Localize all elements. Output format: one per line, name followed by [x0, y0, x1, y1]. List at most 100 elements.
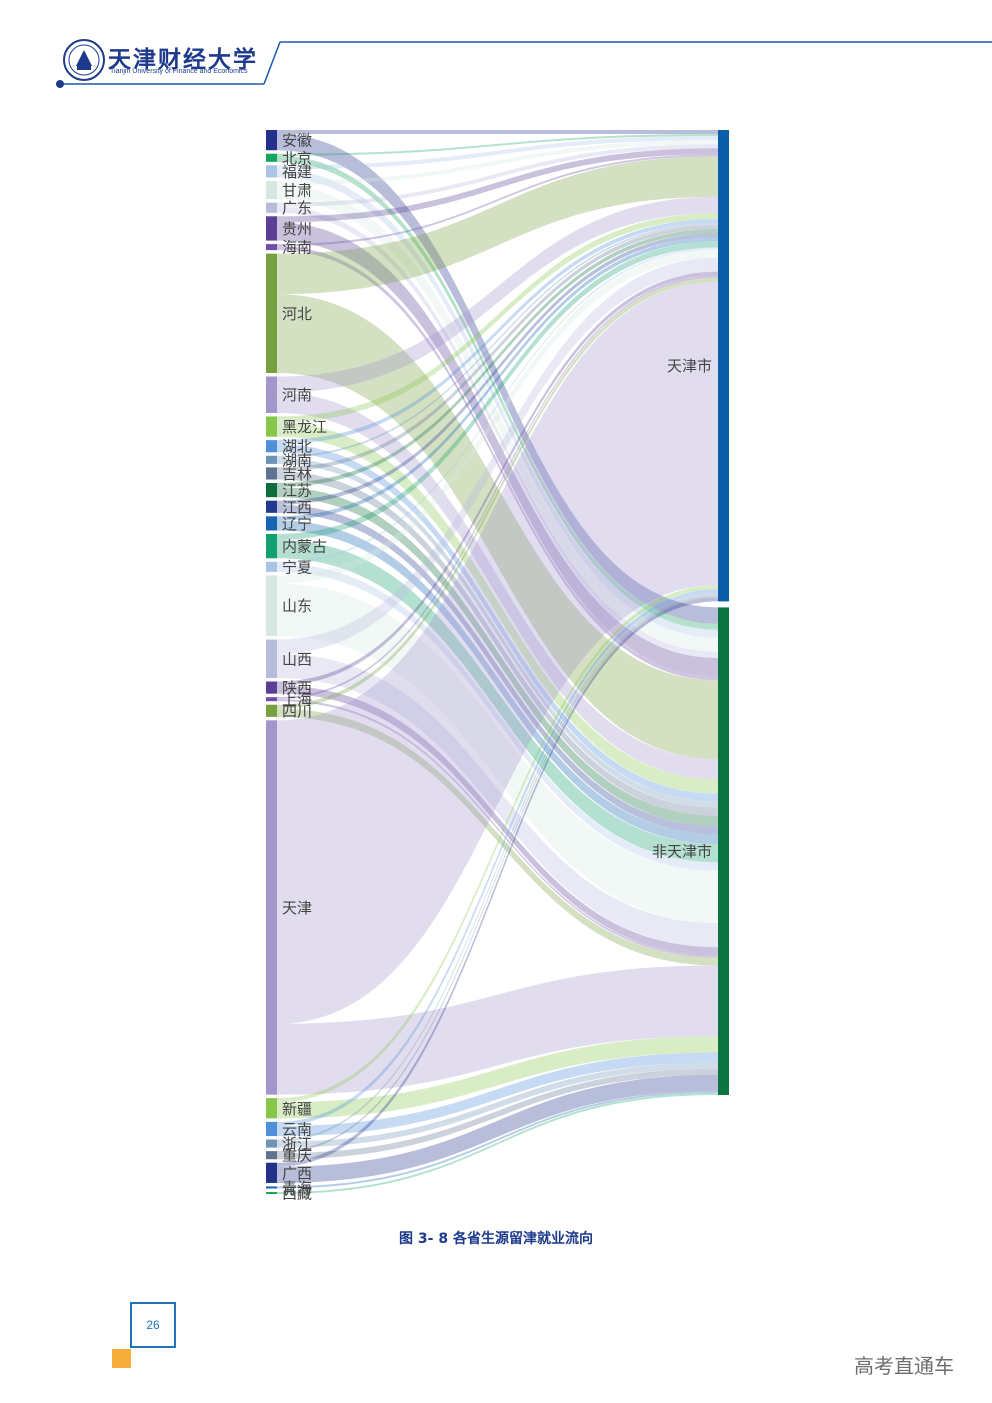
sankey-node-天津 [266, 720, 277, 1095]
sankey-link-陕西-天津市 [277, 271, 718, 686]
sankey-node-label: 海南 [282, 239, 312, 257]
sankey-link-吉林-天津市 [277, 225, 718, 472]
sankey-link-北京-非天津市 [277, 155, 718, 630]
sankey-node-湖南 [266, 455, 277, 464]
sankey-node-陕西 [266, 681, 277, 694]
sankey-node-甘肃 [266, 180, 277, 200]
sankey-node-广西 [266, 1162, 277, 1183]
sankey-node-新疆 [266, 1098, 277, 1119]
sankey-target-label: 天津市 [667, 357, 712, 375]
sankey-node-吉林 [266, 467, 277, 480]
sankey-node-安徽 [266, 130, 277, 151]
sankey-node-青海 [266, 1186, 277, 1189]
sankey-node-label: 新疆 [282, 1100, 312, 1118]
sankey-node-label: 上海 [282, 691, 312, 709]
figure-caption: 图 3- 8 各省生源留津就业流向 [399, 1231, 593, 1247]
page-header: 天津财经大学 Tianjin University of Finance and… [0, 0, 992, 100]
sankey-links [277, 130, 718, 1194]
university-name-cn: 天津财经大学 [108, 46, 258, 73]
sankey-link-贵州-天津市 [277, 148, 718, 223]
sankey-link-黑龙江-非天津市 [277, 422, 718, 794]
university-seal-icon [63, 39, 105, 81]
sankey-target-node-非天津市 [718, 607, 729, 1095]
sankey-node-北京 [266, 153, 277, 162]
sankey-link-上海-非天津市 [277, 699, 718, 958]
sankey-node-四川 [266, 704, 277, 717]
sankey-link-辽宁-非天津市 [277, 520, 718, 845]
sankey-link-广西-非天津市 [277, 1074, 718, 1183]
page-corner-decoration [112, 1349, 131, 1368]
sankey-link-江西-天津市 [277, 233, 718, 505]
sankey-node-label: 江苏 [282, 482, 312, 500]
sankey-node-云南 [266, 1121, 277, 1137]
sankey-node-label: 贵州 [282, 220, 312, 238]
sankey-link-上海-天津市 [277, 275, 718, 700]
sankey-node-河北 [266, 253, 277, 374]
sankey-node-label: 陕西 [282, 679, 312, 697]
sankey-link-贵州-非天津市 [277, 222, 718, 677]
sankey-node-label: 青海 [282, 1179, 312, 1197]
sankey-node-山东 [266, 575, 277, 637]
sankey-link-山西-天津市 [277, 257, 718, 654]
sankey-node-内蒙古 [266, 533, 277, 559]
sankey-chart: 安徽北京福建甘肃广东贵州海南河北河南黑龙江湖北湖南吉林江苏江西辽宁内蒙古宁夏山东… [266, 130, 729, 1202]
sankey-node-label: 辽宁 [282, 515, 312, 533]
sankey-link-安徽-天津市 [277, 130, 718, 135]
sankey-link-西藏-非天津市 [277, 1092, 718, 1194]
sankey-link-福建-天津市 [277, 136, 718, 170]
sankey-link-重庆-非天津市 [277, 1068, 718, 1160]
sankey-link-黑龙江-天津市 [277, 212, 718, 423]
sankey-node-重庆 [266, 1151, 277, 1160]
sankey-node-label: 湖北 [282, 438, 312, 456]
sankey-node-江苏 [266, 483, 277, 498]
sankey-node-label: 吉林 [282, 465, 312, 483]
sankey-link-内蒙古-天津市 [277, 241, 718, 541]
sankey-link-四川-非天津市 [277, 708, 718, 966]
sankey-link-北京-天津市 [277, 134, 718, 156]
sankey-link-吉林-非天津市 [277, 471, 718, 816]
sankey-link-广东-天津市 [277, 144, 718, 207]
sankey-link-江苏-非天津市 [277, 487, 718, 826]
sankey-link-陕西-非天津市 [277, 685, 718, 956]
sankey-node-label: 广东 [282, 199, 312, 217]
sankey-node-贵州 [266, 216, 277, 241]
sankey-link-宁夏-非天津市 [277, 563, 718, 871]
sankey-node-label: 浙江 [282, 1135, 312, 1153]
sankey-link-河北-非天津市 [277, 294, 718, 760]
sankey-link-天津-天津市 [277, 281, 718, 1024]
sankey-node-label: 宁夏 [282, 558, 312, 576]
sankey-node-label: 福建 [282, 163, 312, 181]
sankey-link-青海-非天津市 [277, 1090, 718, 1189]
sankey-link-福建-非天津市 [277, 169, 718, 638]
sankey-node-label: 四川 [282, 702, 312, 720]
sankey-link-河南-非天津市 [277, 392, 718, 780]
sankey-node-label: 天津 [282, 899, 312, 917]
sankey-target-label: 非天津市 [652, 843, 712, 861]
sankey-node-辽宁 [266, 516, 277, 531]
sankey-node-海南 [266, 244, 277, 251]
university-name-en: Tianjin University of Finance and Econom… [110, 68, 248, 75]
sankey-node-广东 [266, 202, 277, 213]
sankey-link-甘肃-天津市 [277, 140, 718, 186]
sankey-link-广西-天津市 [277, 597, 718, 1167]
sankey-link-湖南-非天津市 [277, 457, 718, 808]
sankey-link-浙江-非天津市 [277, 1062, 718, 1148]
sankey-node-label: 甘肃 [282, 182, 312, 200]
sankey-link-安徽-非天津市 [277, 134, 718, 624]
sankey-link-河南-天津市 [277, 196, 718, 393]
sankey-link-新疆-天津市 [277, 585, 718, 1103]
sankey-nodes [266, 130, 729, 1194]
sankey-link-广东-非天津市 [277, 206, 718, 658]
sankey-link-湖北-非天津市 [277, 444, 718, 802]
sankey-node-江西 [266, 500, 277, 513]
sankey-link-山东-非天津市 [277, 583, 718, 924]
sankey-link-重庆-天津市 [277, 595, 718, 1154]
sankey-target-node-天津市 [718, 130, 729, 602]
sankey-node-label: 北京 [282, 149, 312, 167]
sankey-node-湖北 [266, 440, 277, 453]
sankey-node-label: 江西 [282, 498, 312, 516]
sankey-link-海南-非天津市 [277, 246, 718, 681]
sankey-node-label: 西藏 [282, 1184, 312, 1202]
sankey-node-label: 内蒙古 [282, 538, 327, 556]
watermark: 高考直通车 [854, 1354, 954, 1378]
